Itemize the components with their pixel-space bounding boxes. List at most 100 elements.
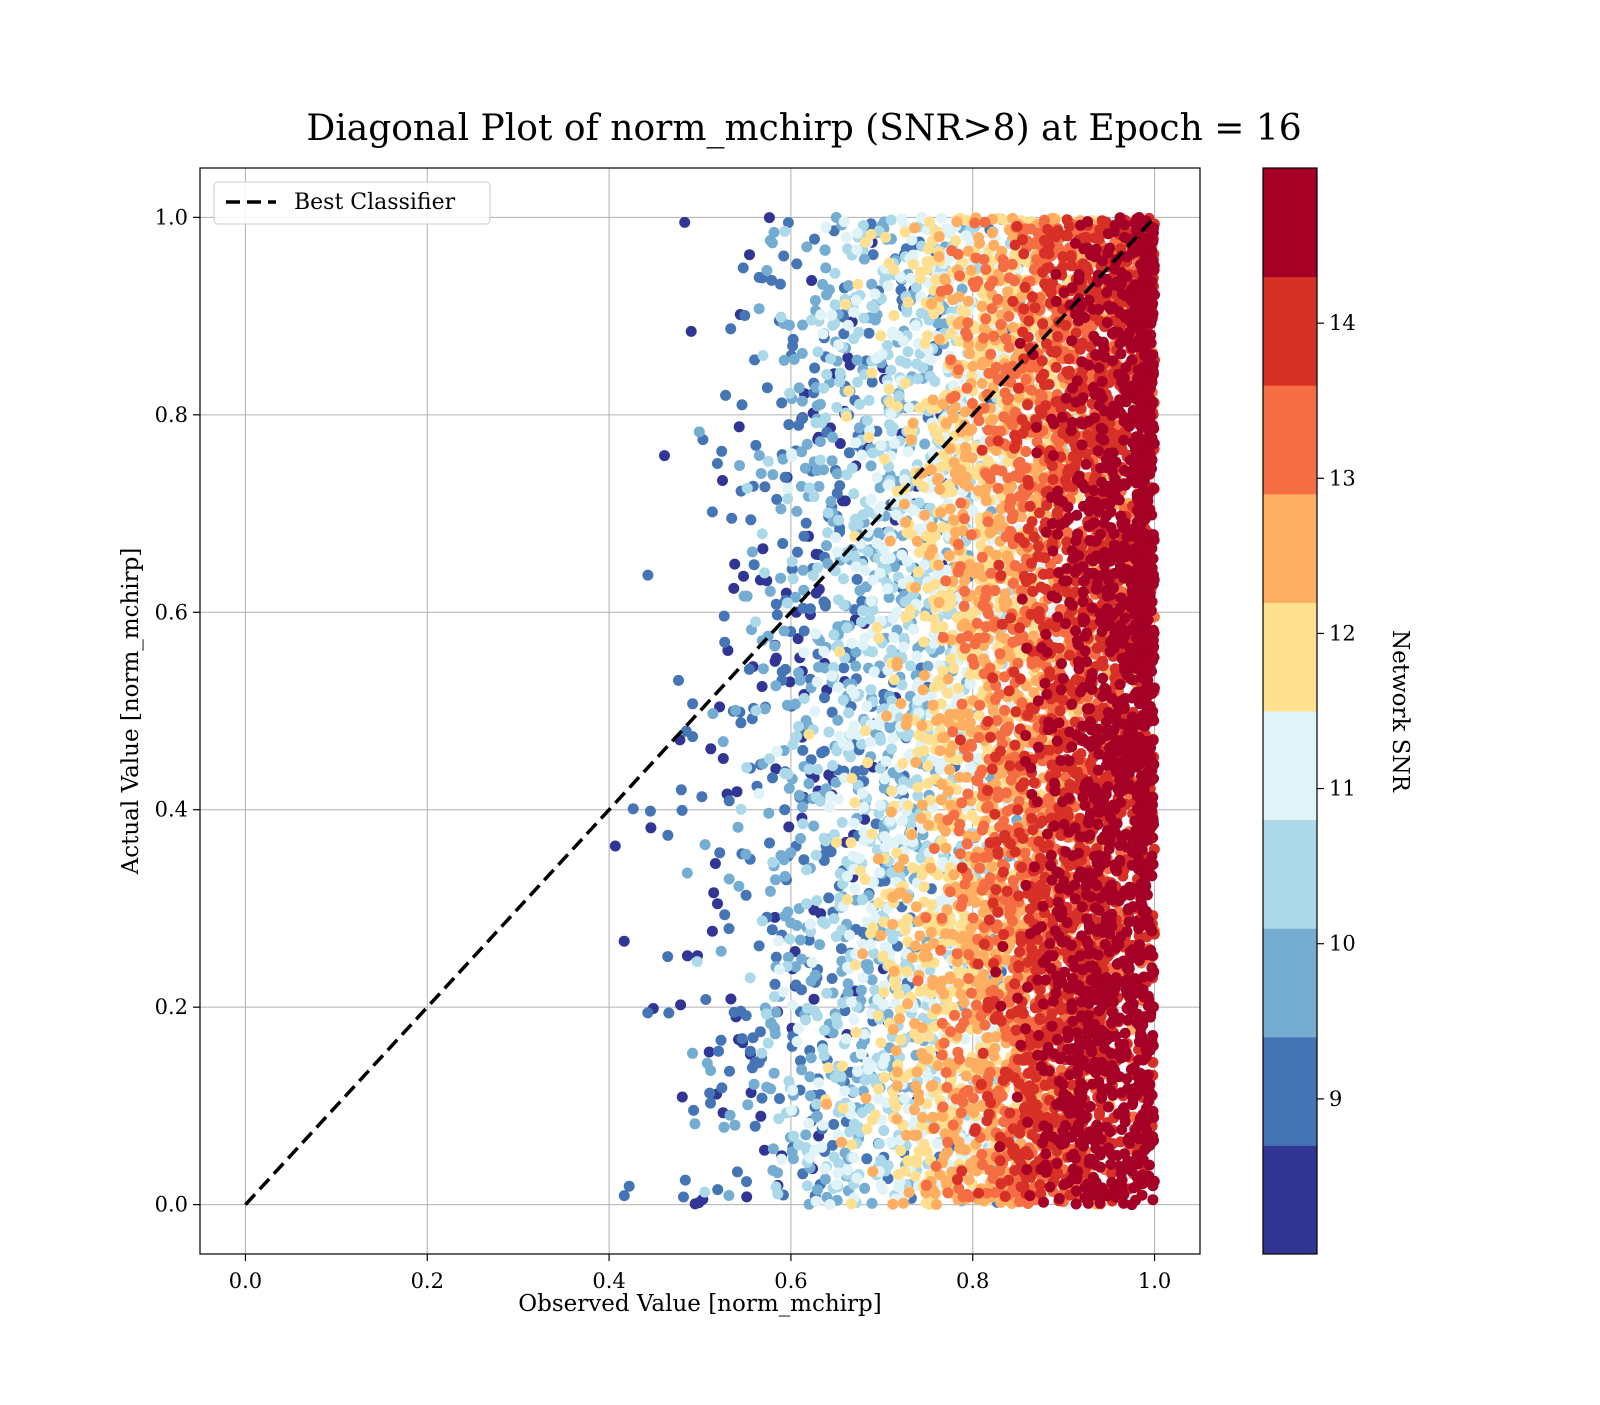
- scatter-point: [873, 1083, 884, 1094]
- scatter-point: [974, 238, 985, 249]
- scatter-point: [862, 757, 873, 768]
- scatter-point: [878, 1125, 889, 1136]
- scatter-point: [947, 406, 958, 417]
- scatter-point: [912, 373, 923, 384]
- scatter-point: [865, 737, 876, 748]
- scatter-point: [659, 450, 670, 461]
- scatter-point: [707, 708, 718, 719]
- scatter-point: [978, 653, 989, 664]
- scatter-point: [914, 547, 925, 558]
- scatter-point: [904, 402, 915, 413]
- scatter-point: [812, 400, 823, 411]
- scatter-point: [758, 350, 769, 361]
- chart-title: Diagonal Plot of norm_mchirp (SNR>8) at …: [306, 108, 1301, 149]
- scatter-point: [813, 662, 824, 673]
- scatter-point: [903, 446, 914, 457]
- scatter-point: [832, 547, 843, 558]
- scatter-point: [917, 1022, 928, 1033]
- scatter-point: [782, 598, 793, 609]
- scatter-point: [737, 399, 748, 410]
- scatter-point: [993, 483, 1004, 494]
- scatter-point: [954, 826, 965, 837]
- scatter-point: [895, 1145, 906, 1156]
- scatter-point: [858, 313, 869, 324]
- scatter-point: [619, 1190, 630, 1201]
- scatter-point: [696, 791, 707, 802]
- scatter-point: [708, 887, 719, 898]
- scatter-point: [961, 1071, 972, 1082]
- scatter-point: [783, 952, 794, 963]
- scatter-point: [966, 265, 977, 276]
- scatter-point: [778, 251, 789, 262]
- scatter-point: [944, 764, 955, 775]
- scatter-point: [871, 353, 882, 364]
- scatter-point: [903, 297, 914, 308]
- scatter-point: [866, 495, 877, 506]
- scatter-point: [798, 565, 809, 576]
- scatter-point: [707, 926, 718, 937]
- scatter-point: [918, 684, 929, 695]
- scatter-point: [802, 1180, 813, 1191]
- scatter-point: [826, 310, 837, 321]
- scatter-point: [767, 469, 778, 480]
- scatter-point: [946, 800, 957, 811]
- scatter-point: [676, 784, 687, 795]
- scatter-point: [726, 513, 737, 524]
- scatter-point: [919, 881, 930, 892]
- scatter-point: [909, 222, 920, 233]
- scatter-point: [911, 651, 922, 662]
- scatter-point: [686, 326, 697, 337]
- scatter-point: [861, 959, 872, 970]
- scatter-point: [970, 852, 981, 863]
- scatter-point: [812, 465, 823, 476]
- scatter-point: [716, 946, 727, 957]
- scatter-point: [857, 973, 868, 984]
- scatter-point: [740, 849, 751, 860]
- scatter-point: [866, 460, 877, 471]
- scatter-point: [803, 778, 814, 789]
- scatter-point: [928, 1112, 939, 1123]
- scatter-point: [913, 566, 924, 577]
- scatter-point: [889, 438, 900, 449]
- scatter-point: [864, 395, 875, 406]
- scatter-point: [942, 1082, 953, 1093]
- scatter-point: [756, 468, 767, 479]
- scatter-point: [987, 227, 998, 238]
- scatter-point: [923, 244, 934, 255]
- scatter-point: [843, 978, 854, 989]
- scatter-point: [754, 1057, 765, 1068]
- scatter-point: [873, 898, 884, 909]
- scatter-point: [712, 458, 723, 469]
- scatter-point: [962, 1085, 973, 1096]
- scatter-point: [775, 503, 786, 514]
- scatter-point: [937, 1050, 948, 1061]
- scatter-point: [894, 862, 905, 873]
- scatter-point: [922, 760, 933, 771]
- scatter-point: [716, 446, 727, 457]
- scatter-point: [777, 538, 788, 549]
- scatter-point: [714, 847, 725, 858]
- scatter-point: [816, 1142, 827, 1153]
- scatter-point: [963, 1174, 974, 1185]
- scatter-point: [934, 334, 945, 345]
- scatter-point: [754, 450, 765, 461]
- scatter-point: [821, 540, 832, 551]
- scatter-point: [878, 987, 889, 998]
- scatter-point: [933, 560, 944, 571]
- scatter-point: [819, 746, 830, 757]
- scatter-point: [931, 1161, 942, 1172]
- scatter-point: [783, 419, 794, 430]
- scatter-point: [899, 499, 910, 510]
- scatter-point: [866, 279, 877, 290]
- scatter-point: [886, 426, 897, 437]
- scatter-point: [806, 275, 817, 286]
- scatter-point: [850, 561, 861, 572]
- scatter-point: [705, 743, 716, 754]
- scatter-point: [925, 863, 936, 874]
- scatter-point: [905, 660, 916, 671]
- scatter-point: [885, 365, 896, 376]
- scatter-point: [859, 254, 870, 265]
- scatter-point: [757, 916, 768, 927]
- scatter-point: [838, 1103, 849, 1114]
